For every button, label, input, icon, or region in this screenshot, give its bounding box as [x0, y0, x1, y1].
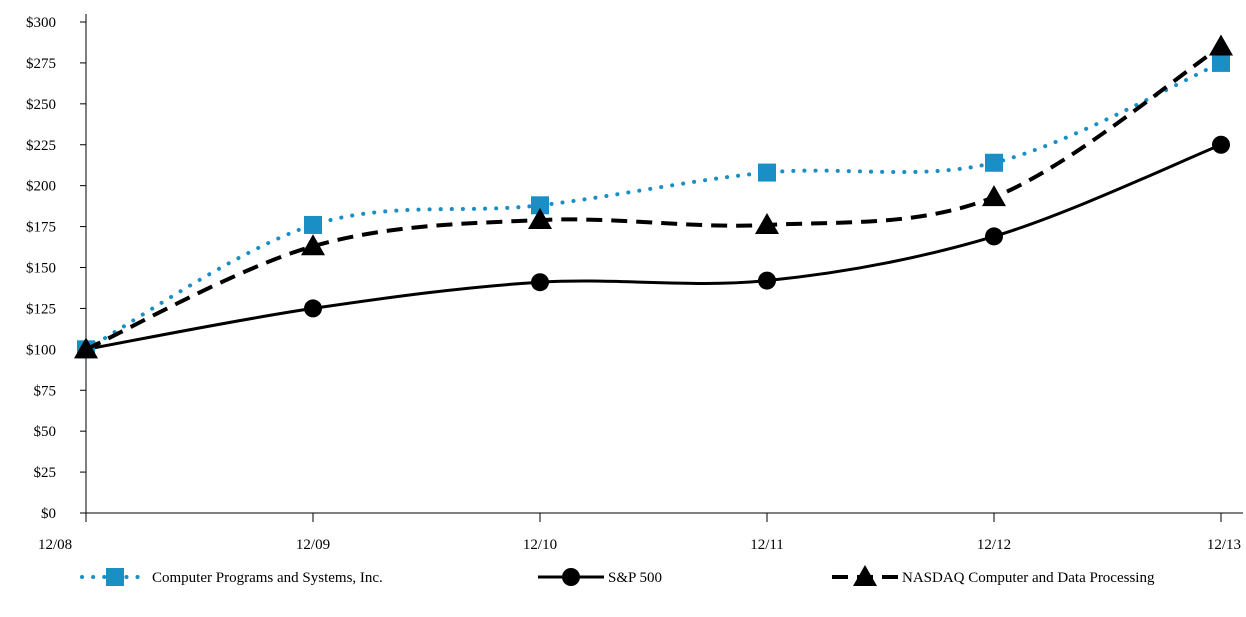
y-tick-label: $250 — [26, 97, 56, 113]
legend-item-computer-programs-and-systems-inc: Computer Programs and Systems, Inc. — [80, 568, 383, 586]
data-point-square — [531, 196, 549, 215]
legend-marker-square — [106, 568, 124, 586]
x-tick-label: 12/11 — [750, 537, 784, 553]
data-point-triangle — [1209, 34, 1233, 56]
data-point-triangle — [528, 208, 552, 230]
y-tick-label: $200 — [26, 179, 56, 195]
y-tick-label: $125 — [26, 301, 56, 317]
data-point-square — [758, 163, 776, 182]
series-line — [85, 44, 1223, 352]
legend-label: Computer Programs and Systems, Inc. — [152, 570, 383, 586]
data-point-circle — [985, 227, 1003, 246]
legend-marker-circle — [562, 568, 580, 586]
data-point-circle — [304, 299, 322, 318]
x-tick-label: 12/12 — [977, 537, 1011, 553]
legend: Computer Programs and Systems, Inc. S&P 5… — [80, 565, 1155, 586]
y-tick-label: $25 — [34, 465, 57, 481]
data-point-square — [304, 215, 322, 234]
legend-item-s-p-500: S&P 500 — [538, 568, 662, 586]
data-point-triangle — [755, 212, 779, 234]
y-tick-label: $75 — [34, 383, 57, 399]
y-axis-ticks: $0 $25 $50 $75 $100 $125 $150 $175 $200 $225 $250 $… — [26, 15, 86, 522]
data-point-circle — [758, 271, 776, 290]
data-point-circle — [531, 273, 549, 292]
x-axis-ticks: 12/08 12/09 12/10 12/11 12/12 12/13 — [38, 513, 1241, 553]
legend-marker-triangle — [853, 565, 877, 586]
data-point-triangle — [301, 234, 325, 256]
series-computer-programs-and-systems-inc — [77, 53, 1230, 359]
series-line — [85, 143, 1222, 351]
data-point-square — [985, 153, 1003, 172]
series-line — [84, 60, 1223, 352]
y-tick-label: $150 — [26, 261, 56, 277]
x-tick-label: 12/13 — [1207, 537, 1241, 553]
series-lines — [74, 34, 1233, 359]
y-tick-label: $100 — [26, 342, 56, 358]
x-tick-label: 12/09 — [296, 537, 330, 553]
y-tick-label: $225 — [26, 138, 56, 154]
x-tick-label: 12/10 — [523, 537, 557, 553]
legend-item-nasdaq-computer-and-data-processing: NASDAQ Computer and Data Processing — [832, 565, 1155, 586]
y-tick-label: $175 — [26, 220, 56, 236]
series-nasdaq-computer-and-data-processing — [74, 34, 1233, 359]
data-point-triangle — [74, 337, 98, 359]
data-point-triangle — [982, 185, 1006, 207]
y-tick-label: $50 — [34, 424, 57, 440]
y-tick-label: $275 — [26, 56, 56, 72]
legend-label: S&P 500 — [608, 570, 662, 586]
axes — [85, 14, 1243, 514]
y-tick-label: $300 — [26, 15, 56, 31]
data-point-square — [1212, 53, 1230, 72]
y-tick-label: $0 — [41, 506, 56, 522]
legend-label: NASDAQ Computer and Data Processing — [902, 570, 1155, 586]
series-s-p-500 — [77, 135, 1230, 359]
x-tick-label: 12/08 — [38, 537, 72, 553]
data-point-circle — [1212, 135, 1230, 154]
